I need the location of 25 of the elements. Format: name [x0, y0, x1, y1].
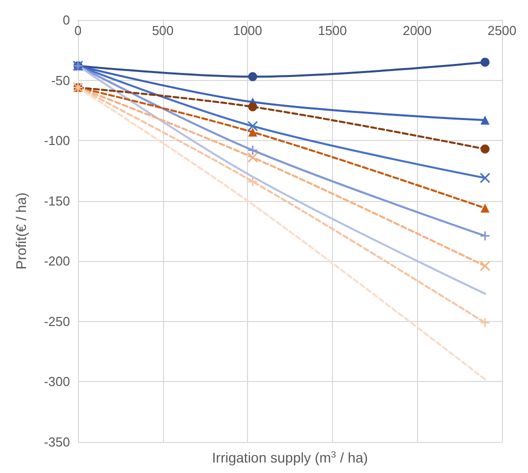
x-tick-label: 500	[152, 23, 174, 38]
y-tick-label: -250	[44, 314, 70, 329]
y-tick-label: -200	[44, 254, 70, 269]
y-tick-label: -150	[44, 193, 70, 208]
y-tick-label: -100	[44, 133, 70, 148]
x-tick-label: 0	[74, 23, 82, 38]
point	[480, 144, 490, 154]
point	[247, 176, 258, 187]
x-tick-label: 1500	[318, 23, 347, 38]
x-tick-label: 2000	[402, 23, 432, 38]
y-tick-label: -300	[44, 374, 70, 390]
x-tick-label: 2500	[488, 23, 516, 38]
point	[480, 230, 490, 242]
point	[480, 317, 490, 328]
point	[480, 172, 490, 184]
point	[247, 144, 258, 156]
point	[480, 58, 490, 67]
point	[480, 260, 490, 272]
point	[247, 152, 258, 163]
x-tick-label: 1000	[233, 23, 262, 38]
y-tick-label: 0	[62, 12, 70, 28]
y-tick-label: -350	[44, 434, 70, 450]
y-tick-label: -50	[51, 72, 70, 88]
y-axis-title: Profit(€ / ha)	[13, 192, 29, 270]
point	[248, 72, 258, 82]
